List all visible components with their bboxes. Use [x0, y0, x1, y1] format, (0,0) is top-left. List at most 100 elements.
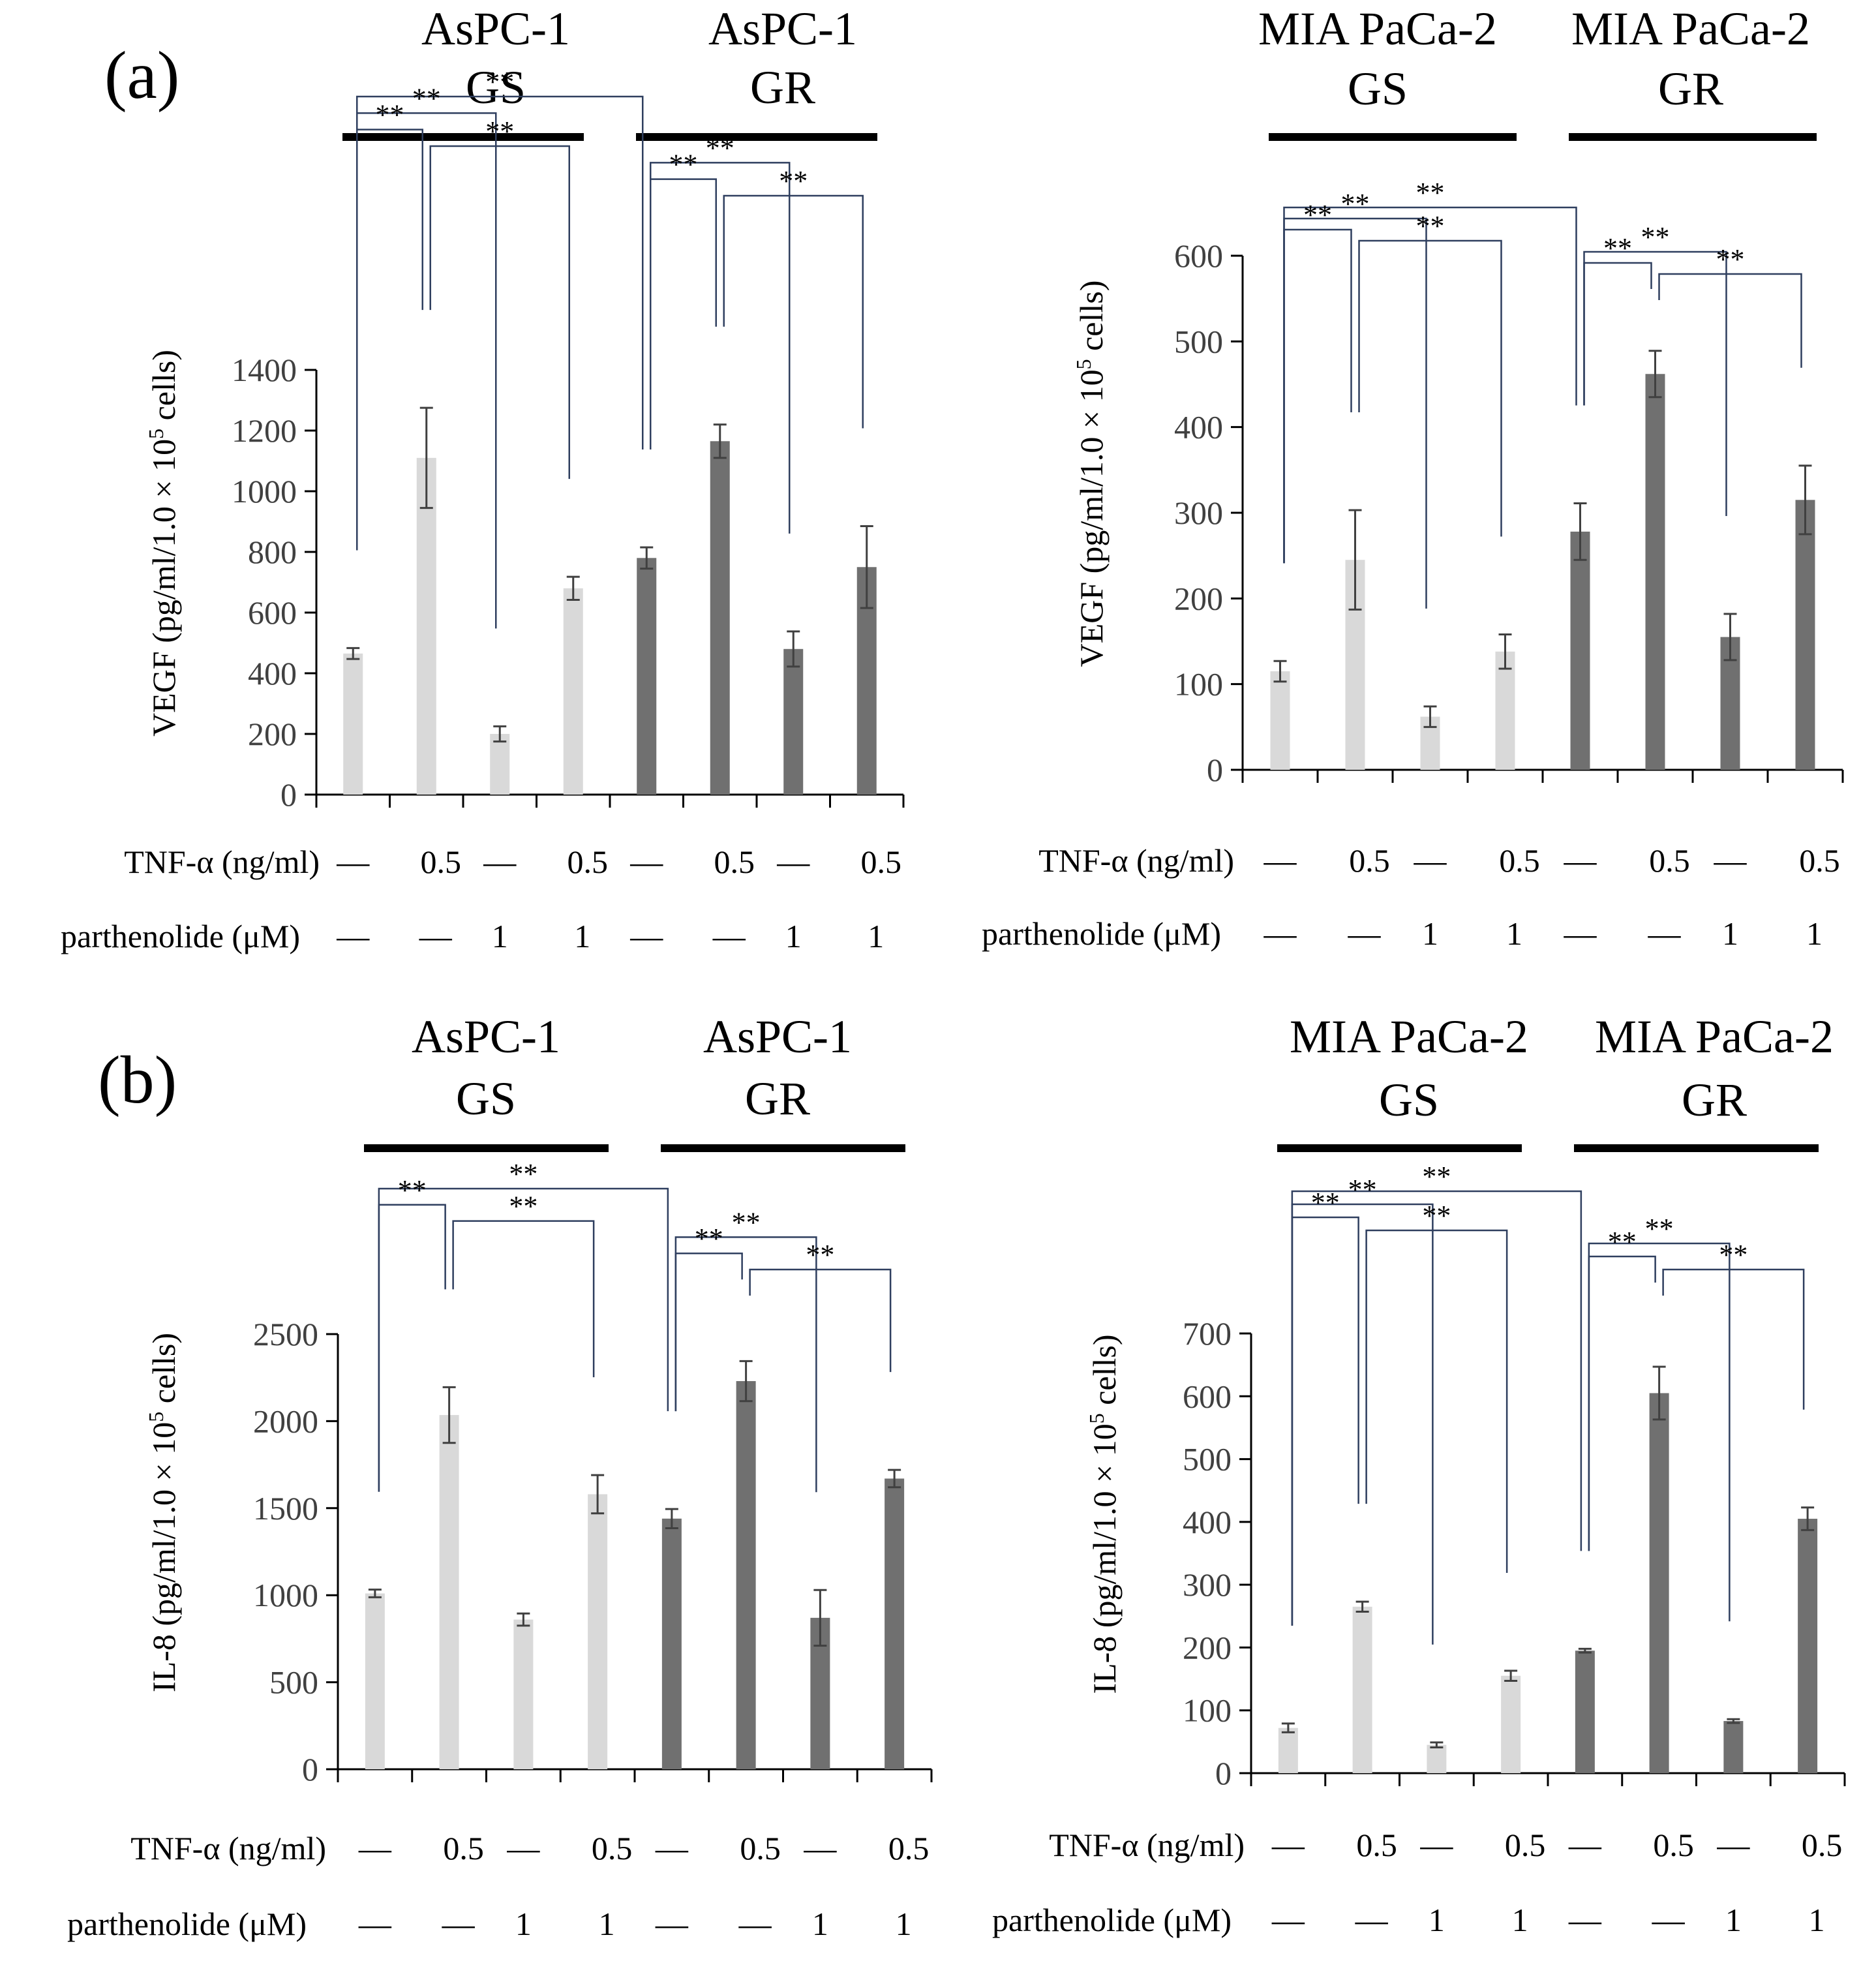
group-label-cell-line: MIA PaCa-2 — [1595, 1011, 1834, 1063]
significance-bracket — [650, 178, 717, 450]
tnf-value: — — [655, 1830, 689, 1866]
tnf-value: — — [358, 1830, 392, 1866]
panel-letter: (b) — [98, 1042, 177, 1118]
bar-GS-2 — [416, 457, 436, 795]
group-underline — [364, 1144, 609, 1152]
parthenolide-value: — — [358, 1906, 392, 1942]
tnf-value: 0.5 — [443, 1830, 484, 1866]
tnf-value: — — [1414, 842, 1447, 879]
tnf-value: — — [1714, 842, 1747, 879]
tnf-row-label: TNF-α (ng/ml) — [130, 1830, 326, 1866]
tnf-value: — — [803, 1830, 837, 1866]
bar-GS-1 — [1270, 671, 1290, 770]
tnf-value: — — [1263, 842, 1297, 879]
significance-marker: ** — [1416, 210, 1445, 242]
y-tick-label: 400 — [1183, 1504, 1232, 1540]
parthenolide-value: 1 — [1725, 1902, 1742, 1938]
bar-GR-3 — [783, 648, 804, 795]
y-tick-label: 500 — [1174, 323, 1223, 359]
tnf-value: 0.5 — [421, 844, 462, 880]
significance-bracket — [1365, 1229, 1508, 1574]
y-axis-title-main: IL-8 (pg/ml/1.0 × 10 — [1086, 1423, 1123, 1694]
significance-marker: ** — [1303, 199, 1332, 231]
y-tick-label: 200 — [1183, 1629, 1232, 1666]
y-axis-title-end: cells) — [1086, 1334, 1123, 1413]
group-underline — [1277, 1144, 1522, 1152]
significance-marker: ** — [1716, 243, 1745, 275]
tnf-value: 0.5 — [1649, 842, 1690, 879]
tnf-value: — — [1568, 1827, 1602, 1863]
significance-bracket — [723, 194, 864, 429]
significance-bracket — [1283, 206, 1577, 564]
tnf-value: 0.5 — [888, 1830, 930, 1866]
parthenolide-value: — — [1564, 915, 1597, 952]
panel-letter: (a) — [104, 38, 179, 113]
y-tick-label: 800 — [248, 534, 297, 570]
tnf-value: 0.5 — [1356, 1827, 1397, 1863]
y-tick-label: 0 — [1215, 1755, 1232, 1791]
parthenolide-value: — — [738, 1906, 772, 1942]
parthenolide-value: — — [712, 918, 746, 954]
significance-marker: ** — [1341, 188, 1370, 220]
significance-marker: ** — [779, 165, 808, 197]
tnf-value: 0.5 — [740, 1830, 781, 1866]
significance-marker: ** — [1348, 1174, 1377, 1206]
significance-bracket — [452, 1220, 595, 1378]
significance-bracket — [429, 145, 570, 479]
parthenolide-value: 1 — [574, 918, 590, 954]
group-label-cell-line: MIA PaCa-2 — [1290, 1011, 1528, 1063]
significance-marker: ** — [1422, 1161, 1451, 1193]
significance-marker: ** — [1719, 1239, 1747, 1271]
tnf-value: — — [776, 844, 810, 880]
y-tick-label: 1000 — [253, 1577, 318, 1613]
bar-GS-3 — [513, 1619, 534, 1769]
chart-panel-2: MIA PaCa-2 GS MIA PaCa-2 GR 0 100 200 300 400 500… — [982, 3, 1844, 952]
group-label-type: GR — [1682, 1074, 1747, 1126]
y-tick-label: 0 — [280, 776, 297, 813]
group-label-cell-line: AsPC-1 — [412, 1011, 560, 1063]
significance-marker: ** — [1608, 1226, 1637, 1258]
parthenolide-value: 1 — [1722, 915, 1738, 952]
bar-GR-2 — [736, 1381, 756, 1769]
tnf-row-label: TNF-α (ng/ml) — [1049, 1827, 1245, 1863]
group-label-type: GS — [456, 1073, 516, 1125]
significance-bracket — [749, 1268, 892, 1373]
tnf-value: — — [1271, 1827, 1305, 1863]
tnf-value: 0.5 — [714, 844, 755, 880]
tnf-row-label: TNF-α (ng/ml) — [1038, 842, 1234, 879]
significance-bracket — [1583, 262, 1652, 406]
bar-GR-4 — [1795, 500, 1815, 770]
significance-bracket — [1358, 239, 1502, 537]
tnf-value: 0.5 — [1349, 842, 1390, 879]
significance-marker: ** — [485, 66, 514, 98]
bar-GR-1 — [637, 558, 657, 795]
significance-bracket — [378, 1204, 446, 1492]
y-tick-label: 500 — [1183, 1441, 1232, 1478]
parthenolide-value: 1 — [1809, 1902, 1825, 1938]
group-underline — [636, 133, 877, 141]
parthenolide-value: — — [1348, 915, 1382, 952]
group-label-type: GR — [745, 1073, 810, 1125]
bar-GR-1 — [661, 1518, 682, 1769]
y-tick-label: 0 — [1207, 752, 1223, 788]
y-tick-label: 1500 — [253, 1490, 318, 1527]
significance-bracket — [674, 1252, 743, 1412]
significance-bracket — [1283, 228, 1352, 564]
y-axis-title: IL-8 (pg/ml/1.0 × 105 cells) — [1085, 1334, 1123, 1694]
tnf-value: — — [1419, 1827, 1453, 1863]
parthenolide-value: — — [629, 918, 663, 954]
parthenolide-value: 1 — [812, 1906, 828, 1942]
parthenolide-row-label: parthenolide (μM) — [67, 1906, 307, 1942]
group-label-cell-line: AsPC-1 — [421, 3, 570, 55]
bar-GS-3 — [1427, 1744, 1447, 1773]
y-tick-label: 200 — [1174, 580, 1223, 616]
y-tick-label: 100 — [1183, 1692, 1232, 1729]
bar-GS-2 — [439, 1415, 459, 1769]
bar-GS-3 — [490, 734, 510, 795]
significance-marker: ** — [695, 1223, 723, 1255]
significance-marker: ** — [398, 1174, 427, 1206]
group-label-cell-line: AsPC-1 — [703, 1011, 852, 1063]
parthenolide-value: — — [1568, 1902, 1602, 1938]
significance-bracket — [1291, 1216, 1359, 1626]
significance-marker: ** — [412, 82, 441, 114]
